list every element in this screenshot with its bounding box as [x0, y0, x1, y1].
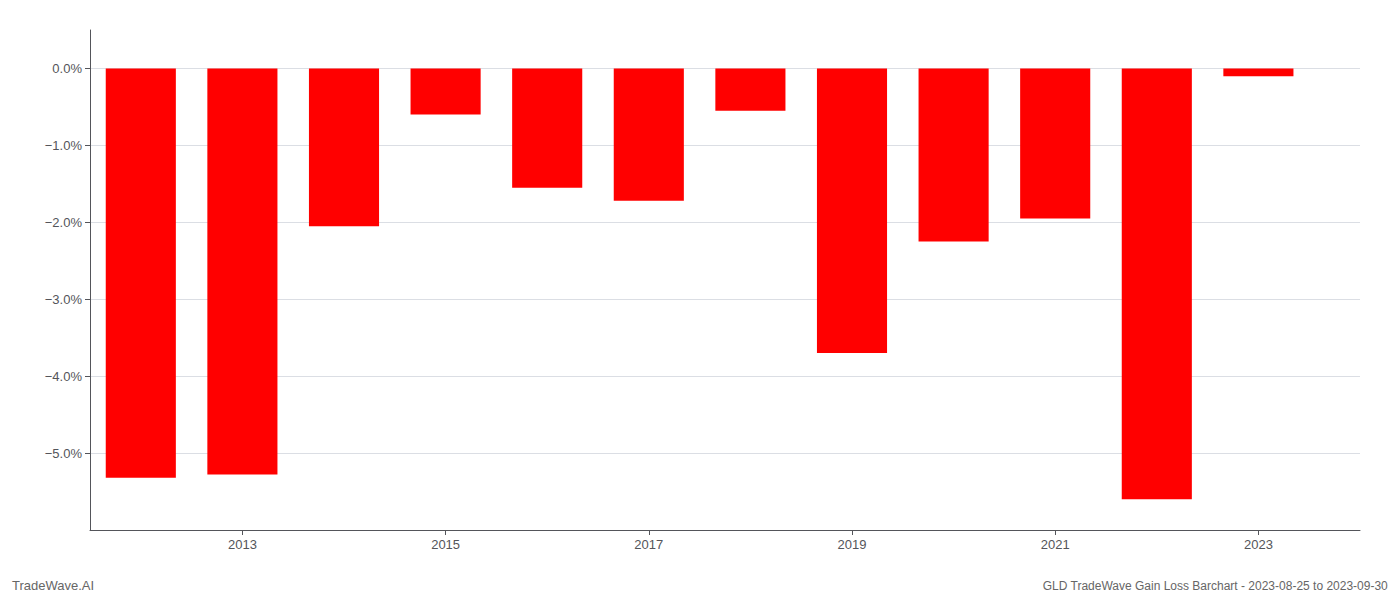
svg-text:GLD TradeWave Gain Loss Barcha: GLD TradeWave Gain Loss Barchart - 2023-…	[1043, 579, 1388, 593]
svg-text:2015: 2015	[431, 537, 460, 552]
svg-text:−4.0%: −4.0%	[45, 369, 83, 384]
svg-text:−1.0%: −1.0%	[45, 138, 83, 153]
svg-text:2013: 2013	[228, 537, 257, 552]
svg-text:−5.0%: −5.0%	[45, 446, 83, 461]
svg-text:0.0%: 0.0%	[52, 61, 82, 76]
svg-text:2017: 2017	[634, 537, 663, 552]
svg-text:2021: 2021	[1041, 537, 1070, 552]
svg-text:2023: 2023	[1244, 537, 1273, 552]
svg-text:−2.0%: −2.0%	[45, 215, 83, 230]
svg-text:2019: 2019	[838, 537, 867, 552]
svg-text:−3.0%: −3.0%	[45, 292, 83, 307]
svg-text:TradeWave.AI: TradeWave.AI	[12, 578, 94, 593]
